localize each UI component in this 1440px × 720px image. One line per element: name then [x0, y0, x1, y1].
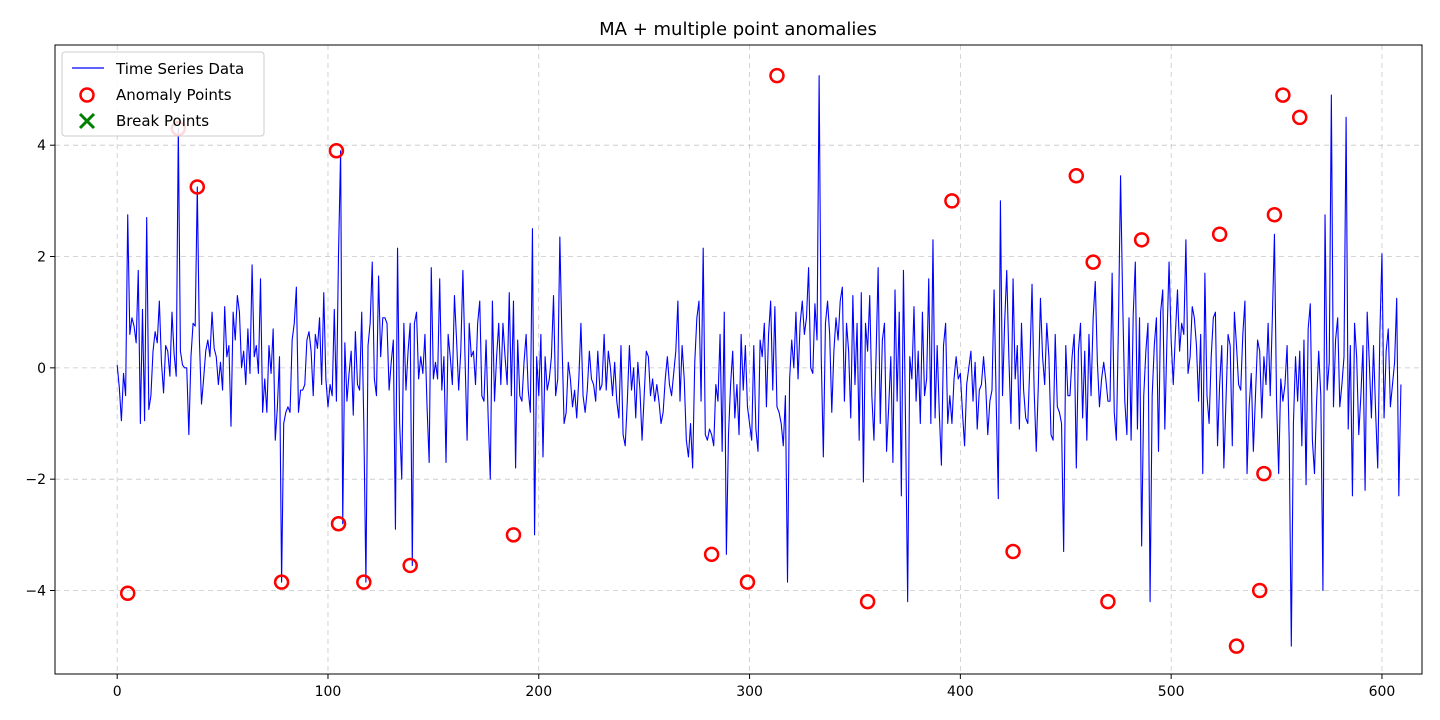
anomaly-point — [356, 574, 372, 590]
anomaly-point — [1100, 593, 1116, 610]
anomaly-point — [1133, 232, 1150, 248]
anomaly-point — [328, 143, 345, 159]
x-tick-label: 100 — [315, 684, 342, 700]
anomaly-point — [1228, 638, 1245, 654]
anomaly-point — [1068, 168, 1085, 184]
legend-anomaly-marker — [79, 87, 95, 103]
anomaly-point — [1211, 226, 1228, 243]
anomaly-layer — [119, 67, 1308, 654]
legend-box — [61, 51, 265, 137]
legend-anomaly-label: Anomaly Points — [116, 86, 232, 104]
anomaly-point — [1266, 207, 1283, 223]
anomaly-point — [189, 179, 206, 195]
anomaly-point — [1256, 465, 1272, 482]
x-axis: 0 100 200 300 400 500 600 — [113, 674, 1396, 700]
series-line — [116, 75, 1402, 647]
plot-frame — [54, 44, 1423, 675]
series-layer — [116, 75, 1402, 647]
anomaly-point — [1005, 543, 1021, 560]
anomaly-point — [505, 527, 522, 543]
y-axis: −4 −2 0 2 4 — [25, 138, 55, 600]
x-tick-label: 600 — [1369, 684, 1396, 700]
legend: Time Series Data Anomaly Points Break Po… — [61, 51, 265, 137]
anomaly-point — [1275, 87, 1291, 103]
x-tick-label: 300 — [736, 684, 763, 700]
legend-break-marker — [78, 112, 96, 130]
anomaly-point — [119, 585, 136, 602]
anomaly-point — [703, 546, 720, 563]
anomaly-point — [330, 515, 347, 532]
y-tick-label: 0 — [37, 361, 46, 377]
y-tick-label: 4 — [37, 138, 46, 154]
y-tick-label: −2 — [25, 472, 46, 488]
x-tick-label: 400 — [947, 684, 974, 700]
legend-break-label: Break Points — [116, 112, 209, 130]
x-tick-label: 0 — [113, 684, 122, 700]
anomaly-point — [769, 67, 785, 84]
anomaly-point — [1291, 109, 1308, 126]
x-tick-label: 500 — [1158, 684, 1185, 700]
anomaly-point — [739, 574, 756, 590]
anomaly-point — [1085, 254, 1101, 270]
chart-title: MA + multiple point anomalies — [599, 19, 877, 40]
y-tick-label: 2 — [37, 250, 46, 266]
x-tick-label: 200 — [525, 684, 552, 700]
anomaly-point — [859, 593, 876, 610]
legend-series-label: Time Series Data — [115, 60, 244, 78]
y-tick-label: −4 — [25, 584, 46, 600]
anomaly-point — [273, 574, 290, 590]
anomaly-point — [402, 557, 418, 574]
anomaly-point — [944, 193, 960, 209]
anomaly-point — [1251, 582, 1268, 599]
